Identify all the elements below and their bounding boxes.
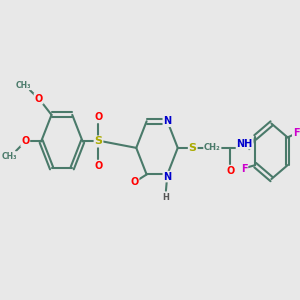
Text: O: O xyxy=(130,177,139,187)
Text: O: O xyxy=(94,112,103,122)
Text: NH: NH xyxy=(236,139,253,148)
Text: S: S xyxy=(94,136,103,146)
Text: N: N xyxy=(163,116,171,126)
Text: S: S xyxy=(189,143,197,153)
Text: O: O xyxy=(21,136,29,146)
Text: F: F xyxy=(241,164,247,174)
Text: O: O xyxy=(34,94,43,104)
Text: CH₃: CH₃ xyxy=(16,80,31,89)
Text: CH₂: CH₂ xyxy=(204,143,221,152)
Text: O: O xyxy=(226,166,234,176)
Text: CH₃: CH₃ xyxy=(2,152,17,161)
Text: H: H xyxy=(163,193,170,202)
Text: N: N xyxy=(163,172,171,182)
Text: F: F xyxy=(293,128,300,138)
Text: O: O xyxy=(94,161,103,171)
